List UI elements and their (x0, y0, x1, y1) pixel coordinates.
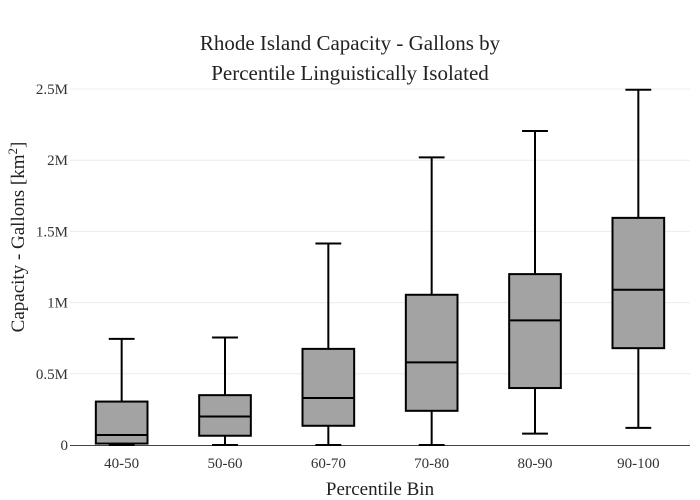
y-axis-title-end: ] (8, 142, 29, 148)
box-series (94, 88, 666, 446)
y-axis-ticks: 0 0.5M 1M 1.5M 2M 2.5M (36, 82, 68, 454)
chart-title-line-1: Rhode Island Capacity - Gallons by (200, 31, 501, 55)
box-iqr (404, 293, 459, 412)
y-axis-title-superscript: 2 (5, 148, 20, 155)
chart-title-line-2: Percentile Linguistically Isolated (211, 61, 489, 85)
box-iqr (301, 347, 356, 427)
gridlines (70, 88, 690, 375)
y-tick-label: 2M (47, 153, 68, 169)
x-tick-label: 60-70 (311, 456, 346, 472)
box-40-50 (94, 337, 149, 446)
x-tick-label: 90-100 (617, 456, 660, 472)
y-tick-label: 2.5M (36, 82, 68, 98)
y-tick-label: 0.5M (36, 367, 68, 383)
x-axis-title: Percentile Bin (326, 479, 435, 500)
box-iqr (198, 394, 252, 437)
y-axis-title-main: Capacity - Gallons [km (8, 154, 29, 332)
x-tick-label: 40-50 (104, 456, 139, 472)
y-axis-title: Capacity - Gallons [km2] (5, 142, 29, 333)
box-70-80 (404, 156, 459, 446)
x-tick-label: 50-60 (208, 456, 243, 472)
x-tick-label: 80-90 (518, 456, 553, 472)
y-tick-label: 1M (47, 296, 68, 312)
x-tick-label: 70-80 (414, 456, 449, 472)
y-tick-label: 1.5M (36, 224, 68, 240)
box-iqr (508, 273, 562, 390)
box-iqr (94, 400, 149, 445)
box-60-70 (301, 242, 356, 446)
x-axis-ticks: 40-50 50-60 60-70 70-80 80-90 90-100 (104, 456, 659, 472)
box-50-60 (198, 336, 252, 446)
y-tick-label: 0 (61, 438, 69, 454)
box-iqr (611, 216, 666, 350)
box-90-100 (611, 88, 666, 429)
box-80-90 (508, 130, 562, 435)
